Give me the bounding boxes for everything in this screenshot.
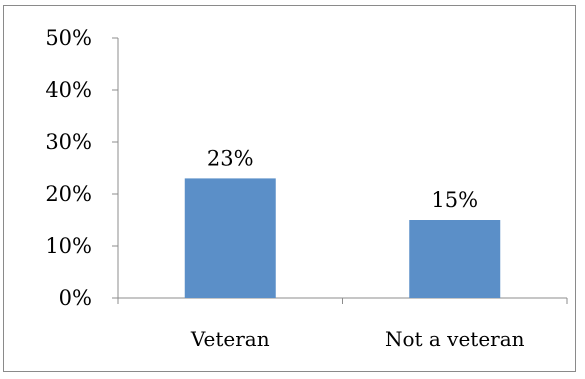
x-axis: Veteran Not a veteran xyxy=(117,297,568,351)
y-tick-label: 20% xyxy=(45,182,92,206)
data-label: 15% xyxy=(431,188,478,212)
x-category-label: Not a veteran xyxy=(385,327,525,351)
bar-veteran xyxy=(184,178,276,298)
y-tick-label: 40% xyxy=(45,78,92,102)
y-tick-label: 0% xyxy=(59,286,92,310)
x-category-label: Veteran xyxy=(190,327,270,351)
y-tick-label: 50% xyxy=(45,26,92,50)
chart-area xyxy=(3,5,576,372)
y-tick-label: 10% xyxy=(45,234,92,258)
data-label: 23% xyxy=(207,146,254,170)
bar-not-a-veteran xyxy=(409,220,501,298)
y-tick-label: 30% xyxy=(45,130,92,154)
y-axis: 0% 10% 20% 30% 40% 50% xyxy=(45,26,119,310)
data-labels: 23% 15% xyxy=(207,146,478,212)
bars xyxy=(184,178,501,298)
